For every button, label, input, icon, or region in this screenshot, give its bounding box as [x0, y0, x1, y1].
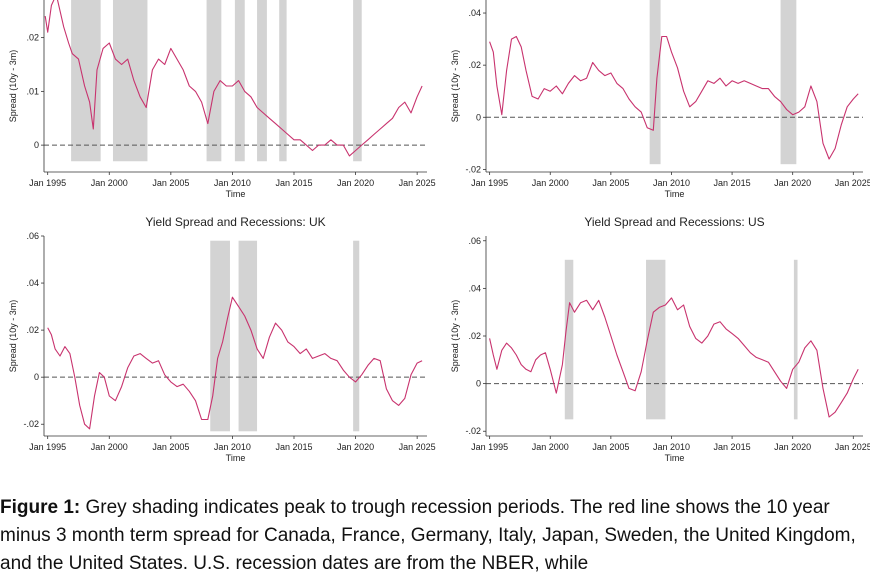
x-tick-label: Jan 2020 — [774, 442, 811, 452]
y-tick-label: .02 — [26, 33, 39, 43]
y-tick-label: .06 — [468, 236, 481, 246]
y-tick-label: -.02 — [465, 164, 481, 174]
chart-svg: -.02 0 .02 .04 .06 Jan 1995 Jan 2000 Jan 2005 Ja… — [8, 215, 436, 463]
plot-area — [44, 0, 427, 162]
recession-band — [71, 0, 101, 162]
chart-panel-top-right: -.02 0 .02 .04 Jan 1995 Jan 2000 Jan 2005 Jan 2… — [436, 0, 870, 205]
x-tick-label: Jan 2005 — [152, 178, 189, 188]
spread-series-line — [489, 297, 859, 418]
y-axis-title: Spread (10y - 3m) — [450, 300, 460, 373]
x-tick-label: Jan 2005 — [592, 442, 629, 452]
y-tick-label: .04 — [468, 283, 481, 293]
y-axis-title: Spread (10y - 3m) — [8, 300, 18, 373]
chart-panel-top-left: 0 .01 .02 Jan 1995 Jan 2000 Jan 2005 Jan 2010 J… — [0, 0, 436, 205]
x-axis-title: Time — [665, 189, 685, 199]
x-tick-label: Jan 2005 — [152, 442, 189, 452]
x-tick-label: Jan 2000 — [91, 178, 128, 188]
spread-series-line — [489, 35, 859, 160]
recession-band — [210, 240, 230, 432]
y-tick-label: -.02 — [23, 419, 39, 429]
x-tick-label: Jan 2005 — [592, 178, 629, 188]
x-tick-label: Jan 2020 — [337, 442, 374, 452]
x-tick-label: Jan 2000 — [532, 178, 569, 188]
chart-svg: 0 .01 .02 Jan 1995 Jan 2000 Jan 2005 Jan 2010 J… — [8, 0, 436, 199]
y-tick-label: .01 — [26, 86, 39, 96]
recession-band — [257, 0, 267, 162]
x-tick-label: Jan 1995 — [29, 442, 66, 452]
x-tick-label: Jan 1995 — [471, 178, 508, 188]
recession-band — [238, 240, 258, 432]
y-tick-label: 0 — [476, 112, 481, 122]
recession-band — [353, 0, 362, 162]
chart-title: Yield Spread and Recessions: UK — [145, 215, 325, 229]
y-tick-label: .02 — [26, 325, 39, 335]
recession-band — [646, 259, 666, 420]
x-tick-label: Jan 2010 — [653, 442, 690, 452]
x-tick-label: Jan 2025 — [835, 442, 870, 452]
y-tick-label: 0 — [476, 379, 481, 389]
figure-caption: Figure 1: Grey shading indicates peak to… — [0, 494, 866, 578]
y-tick-label: 0 — [34, 140, 39, 150]
recession-band — [206, 0, 222, 162]
x-tick-label: Jan 2025 — [399, 178, 436, 188]
recession-band — [564, 259, 574, 420]
recession-band — [649, 0, 661, 165]
x-axis-title: Time — [226, 453, 246, 463]
chart-svg: -.02 0 .02 .04 .06 Jan 1995 Jan 2000 Jan 2005 Ja… — [450, 215, 870, 463]
x-tick-label: Jan 2015 — [714, 442, 751, 452]
x-tick-label: Jan 2010 — [214, 442, 251, 452]
x-tick-label: Jan 2000 — [91, 442, 128, 452]
x-tick-label: Jan 2015 — [275, 442, 312, 452]
x-axis-title: Time — [226, 189, 246, 199]
x-tick-label: Jan 2010 — [214, 178, 251, 188]
chart-panel-uk: -.02 0 .02 .04 .06 Jan 1995 Jan 2000 Jan 2005 Ja… — [0, 210, 436, 463]
recession-band — [353, 240, 360, 432]
x-tick-label: Jan 2015 — [275, 178, 312, 188]
recession-band — [279, 0, 287, 162]
x-tick-label: Jan 2020 — [774, 178, 811, 188]
y-tick-label: 0 — [34, 372, 39, 382]
x-tick-label: Jan 2010 — [653, 178, 690, 188]
x-tick-label: Jan 1995 — [29, 178, 66, 188]
spread-series-line — [44, 0, 423, 157]
x-tick-label: Jan 2020 — [337, 178, 374, 188]
recession-band — [112, 0, 148, 162]
y-axis-title: Spread (10y - 3m) — [450, 50, 460, 123]
recession-band — [234, 0, 245, 162]
x-tick-label: Jan 2025 — [399, 442, 436, 452]
y-tick-label: -.02 — [465, 426, 481, 436]
y-axis-title: Spread (10y - 3m) — [8, 50, 18, 123]
chart-panel-us: -.02 0 .02 .04 .06 Jan 1995 Jan 2000 Jan 2005 Ja… — [436, 210, 870, 463]
y-tick-label: .02 — [468, 60, 481, 70]
recession-band — [780, 0, 797, 165]
recession-band — [793, 259, 798, 420]
x-tick-label: Jan 2025 — [835, 178, 870, 188]
chart-svg: -.02 0 .02 .04 Jan 1995 Jan 2000 Jan 2005 Jan 2… — [450, 0, 870, 199]
figure-caption-text: Grey shading indicates peak to trough re… — [0, 497, 856, 574]
y-tick-label: .04 — [26, 278, 39, 288]
plot-area — [44, 240, 427, 432]
y-tick-label: .06 — [26, 231, 39, 241]
y-tick-label: .02 — [468, 331, 481, 341]
plot-area — [486, 259, 863, 420]
x-axis-title: Time — [665, 453, 685, 463]
plot-area — [486, 0, 863, 165]
y-tick-label: .04 — [468, 8, 481, 18]
x-tick-label: Jan 2000 — [532, 442, 569, 452]
spread-series-line — [47, 296, 423, 430]
chart-title: Yield Spread and Recessions: US — [584, 215, 764, 229]
x-tick-label: Jan 2015 — [714, 178, 751, 188]
x-tick-label: Jan 1995 — [471, 442, 508, 452]
figure-caption-label: Figure 1: — [0, 497, 81, 518]
